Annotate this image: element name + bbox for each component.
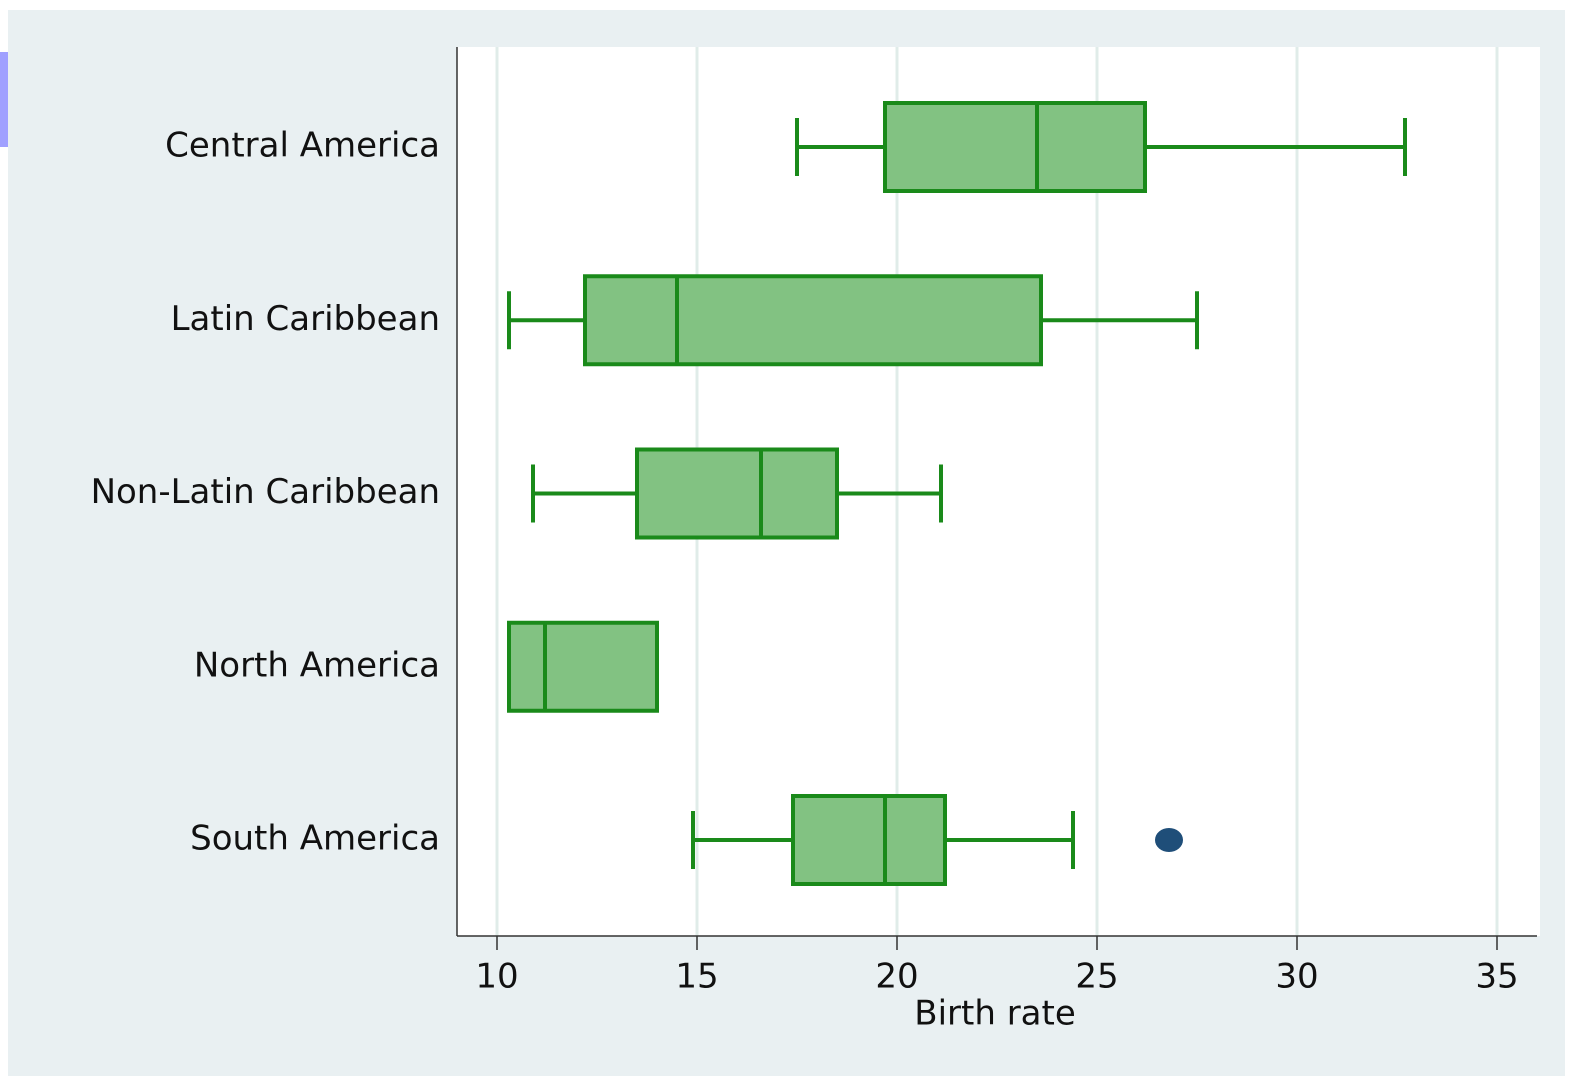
x-tick-label: 25 — [1075, 957, 1118, 997]
y-tick-label: Latin Caribbean — [171, 299, 440, 339]
x-tick-label: 20 — [875, 957, 918, 997]
y-tick-label: South America — [190, 819, 440, 859]
box — [883, 101, 1147, 193]
side-tab — [0, 52, 8, 147]
box — [583, 274, 1043, 367]
x-tick-label: 10 — [475, 957, 518, 997]
x-axis-label: Birth rate — [914, 994, 1076, 1034]
x-tick-label: 30 — [1275, 957, 1318, 997]
y-tick-label: Non-Latin Caribbean — [91, 472, 440, 512]
box — [791, 794, 947, 886]
x-tick-label: 15 — [675, 957, 718, 997]
outlier — [1155, 828, 1183, 852]
y-tick-label: Central America — [165, 126, 440, 166]
box — [635, 447, 839, 540]
y-tick-label: North America — [194, 645, 440, 685]
box — [507, 620, 659, 713]
x-tick-label: 35 — [1475, 957, 1518, 997]
